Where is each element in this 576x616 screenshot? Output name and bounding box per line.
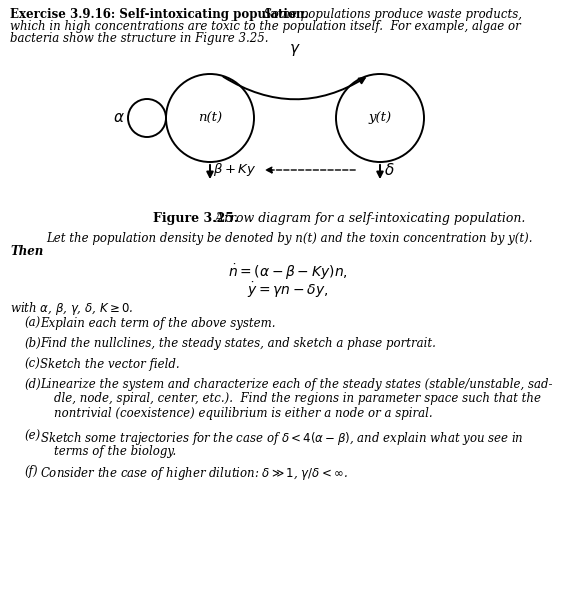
Text: (c): (c) xyxy=(24,358,40,371)
Text: Find the nullclines, the steady states, and sketch a phase portrait.: Find the nullclines, the steady states, … xyxy=(40,338,436,351)
Text: n(t): n(t) xyxy=(198,111,222,124)
Text: dle, node, spiral, center, etc.).  Find the regions in parameter space such that: dle, node, spiral, center, etc.). Find t… xyxy=(54,392,541,405)
Text: terms of the biology.: terms of the biology. xyxy=(54,445,176,458)
Text: Exercise 3.9.16: Self-intoxicating population.: Exercise 3.9.16: Self-intoxicating popul… xyxy=(10,8,309,21)
Text: Figure 3.25.: Figure 3.25. xyxy=(153,212,238,225)
Text: (a): (a) xyxy=(24,317,40,330)
Text: Consider the case of higher dilution: $\delta \gg 1$, $\gamma/\delta < \infty$.: Consider the case of higher dilution: $\… xyxy=(40,465,348,482)
Text: which in high concentrations are toxic to the population itself.  For example, a: which in high concentrations are toxic t… xyxy=(10,20,521,33)
Text: nontrivial (coexistence) equilibrium is either a node or a spiral.: nontrivial (coexistence) equilibrium is … xyxy=(54,407,433,420)
Text: with $\alpha$, $\beta$, $\gamma$, $\delta$, $K \geq 0$.: with $\alpha$, $\beta$, $\gamma$, $\delt… xyxy=(10,300,134,317)
Text: Let the population density be denoted by n(t) and the toxin concentration by y(t: Let the population density be denoted by… xyxy=(46,232,532,245)
Text: $\gamma$: $\gamma$ xyxy=(289,42,301,58)
Text: (f): (f) xyxy=(24,465,37,478)
Text: $\alpha$: $\alpha$ xyxy=(113,110,125,126)
Text: (b): (b) xyxy=(24,338,41,351)
Text: Linearize the system and characterize each of the steady states (stable/unstable: Linearize the system and characterize ea… xyxy=(40,378,552,391)
Text: Some populations produce waste products,: Some populations produce waste products, xyxy=(260,8,522,21)
Text: $\dot{n} = (\alpha - \beta - Ky)n,$: $\dot{n} = (\alpha - \beta - Ky)n,$ xyxy=(228,262,348,282)
Text: $\dot{y} = \gamma n - \delta y,$: $\dot{y} = \gamma n - \delta y,$ xyxy=(247,280,329,300)
Text: $\beta + Ky$: $\beta + Ky$ xyxy=(213,161,256,179)
Text: Explain each term of the above system.: Explain each term of the above system. xyxy=(40,317,275,330)
Text: Sketch the vector field.: Sketch the vector field. xyxy=(40,358,180,371)
Text: Sketch some trajectories for the case of $\delta < 4(\alpha - \beta)$, and expla: Sketch some trajectories for the case of… xyxy=(40,430,524,447)
Text: (e): (e) xyxy=(24,430,40,443)
Text: bacteria show the structure in Figure 3.25.: bacteria show the structure in Figure 3.… xyxy=(10,32,268,45)
Text: $\delta$: $\delta$ xyxy=(384,162,395,178)
Text: Arrow diagram for a self-intoxicating population.: Arrow diagram for a self-intoxicating po… xyxy=(211,212,525,225)
Text: (d): (d) xyxy=(24,378,41,391)
Text: y(t): y(t) xyxy=(369,111,392,124)
Text: Then: Then xyxy=(10,245,43,258)
